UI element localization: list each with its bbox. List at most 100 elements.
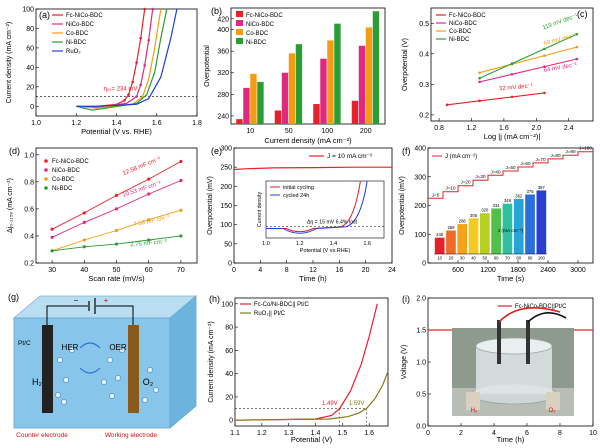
panel-h-axes: [234, 297, 389, 427]
panel-d-cdl-label: 12.58 mF cm⁻²: [122, 156, 162, 177]
panel-b-ytick-label: 420: [217, 16, 229, 23]
panel-a-ytick-label: 80: [26, 26, 34, 33]
panel-a-marker: [135, 61, 138, 64]
panel-f-inset-bar-value: 248: [436, 232, 444, 237]
panel-c-legend-item: Co-BDC: [449, 29, 472, 35]
panel-h-legend-item: Fc-Co/Ni-BDC|| Pt/C: [254, 302, 309, 308]
panel-h-ytick-label: 20: [225, 394, 233, 401]
panel-d-cdl-label: 7.53 mF cm⁻²: [133, 215, 170, 229]
panel-f-inset-bar-value: 334: [493, 203, 501, 208]
panel-e-label: (e): [211, 146, 222, 156]
panel-a-marker: [135, 95, 138, 98]
gas-bubble: [55, 392, 61, 398]
photo-sample: [466, 392, 480, 410]
panel-b-bar: [257, 81, 264, 124]
panel-f-inset-xtick-label: 10: [437, 256, 442, 261]
panel-c-legend-item: NiCo-BDC: [449, 21, 478, 27]
panel-a-xtick-label: 1.6: [152, 120, 162, 127]
panel-c-marker: [510, 95, 514, 99]
panel-f-step-label: J=100: [579, 146, 592, 151]
panel-f-inset-xtick-label: 100: [538, 256, 546, 261]
panel-g-schematic: − + Pt/C HER OER H₂ O₂ Counter electrode Working…: [12, 295, 198, 439]
panel-f-inset-xtick-label: 70: [505, 256, 510, 261]
panel-d-marker: [147, 192, 151, 196]
panel-f-inset-bar: [446, 230, 456, 254]
panel-h-xlabel: Potential (V): [291, 435, 333, 444]
panel-c-tafel-co: 69 mV dec⁻¹: [543, 33, 577, 47]
panel-h-ytick-label: 0: [229, 418, 233, 425]
h2-label: H₂: [32, 377, 42, 387]
gas-bubble: [115, 375, 121, 381]
panel-f-inset-xtick-label: 30: [460, 256, 465, 261]
panel-c-axes: [430, 7, 594, 122]
panel-h-label: (h): [209, 294, 220, 304]
panel-b-xlabel: Current density (mA cm⁻²): [264, 136, 352, 145]
panel-f-inset-bar-value: 288: [459, 219, 467, 224]
panel-d-marker: [114, 207, 119, 211]
panel-c-marker: [478, 80, 481, 84]
panel-a-marker: [143, 64, 146, 67]
photo-clip-wire: [527, 312, 567, 323]
panel-f-inset-bar-value: 320: [481, 208, 489, 213]
panel-b-ylabel: Overpotential: [204, 45, 211, 87]
panel-h-xtick-label: 1.6: [364, 430, 374, 437]
panel-h-v2: 1.59V: [349, 401, 365, 407]
panel-b-bar: [250, 73, 257, 124]
panel-d-xtick-label: 40: [80, 267, 88, 274]
panel-e-inset-ylabel: Current density: [257, 192, 263, 228]
panel-a-annotation: η₁₀= 234 mV: [104, 87, 138, 93]
panel-a-marker: [123, 99, 126, 102]
panel-b-xtick-label: 100: [321, 128, 333, 135]
panel-d-legend-swatch: [44, 186, 48, 190]
panel-d-marker: [179, 208, 183, 212]
panel-f-step-label: J=80: [550, 153, 561, 158]
panel-h-legend-item: RuO₂|| Pt/C: [254, 311, 286, 317]
panel-b-bar: [327, 40, 334, 124]
gas-bubble: [69, 347, 75, 353]
panel-c-marker: [478, 76, 481, 80]
panel-d-cdl-label: 2.75 mF cm⁻²: [130, 239, 167, 248]
panel-d-marker: [82, 211, 86, 215]
photo-electrode: [526, 320, 530, 364]
panel-c-marker: [543, 91, 546, 95]
panel-c-ytick-label: 0.3: [419, 82, 429, 89]
panel-e-ytick-label: 150: [220, 203, 232, 210]
panel-a-legend-item: NiCo-BDC: [66, 22, 95, 28]
panel-d-xtick-label: 60: [145, 267, 153, 274]
panel-f-step-label: J=5: [432, 192, 440, 197]
panel-e-ytick-label: 0: [228, 261, 232, 268]
panel-d-ytick-label: 0.2: [24, 261, 34, 268]
gas-bubble: [147, 367, 153, 373]
panel-f-xtick-label: 2400: [540, 267, 556, 274]
panel-a-marker: [127, 93, 130, 96]
panel-d-legend-swatch: [44, 177, 48, 181]
panel-b-legend-item: Ni-BDC: [246, 40, 267, 46]
photo-clip-wire: [498, 306, 561, 323]
panel-f-inset-bar: [536, 190, 547, 254]
electrolyte-side: [169, 295, 197, 429]
panel-h-series-0: [234, 303, 378, 421]
gas-bubble: [107, 357, 113, 363]
panel-b-xtick-label: 10: [246, 128, 254, 135]
panel-b-bar: [313, 104, 320, 124]
panel-i-photo: [452, 306, 574, 416]
gas-bubble: [109, 393, 115, 399]
ion-arrow: [79, 342, 101, 349]
panel-e-inset-xlabel: Potential (V vs.RHE): [300, 248, 351, 254]
panel-a-ytick-label: 40: [26, 65, 34, 72]
panel-f-inset-xtick-label: 80: [516, 256, 521, 261]
panel-a-ytick-label: 0: [30, 104, 34, 111]
panel-i-legend: Fc-NiCo-BDC||Pt/C: [515, 304, 567, 310]
counter-electrode-label: Counter electrode: [16, 432, 68, 439]
panel-f-inset-bar: [480, 213, 490, 254]
panel-e-inset-xtick-label: 1.6: [363, 241, 371, 247]
panel-e-xtick-label: 4: [258, 267, 262, 274]
panel-d-ytick-label: 0.4: [24, 233, 34, 240]
photo-cell-lid: [475, 337, 553, 355]
panel-b-legend-swatch: [236, 29, 243, 35]
gas-bubble: [119, 347, 125, 353]
panel-f-ylabel: Overpotential (mV): [399, 176, 406, 235]
panel-b-ytick-label: 240: [217, 113, 229, 120]
panel-a-marker: [139, 36, 142, 40]
